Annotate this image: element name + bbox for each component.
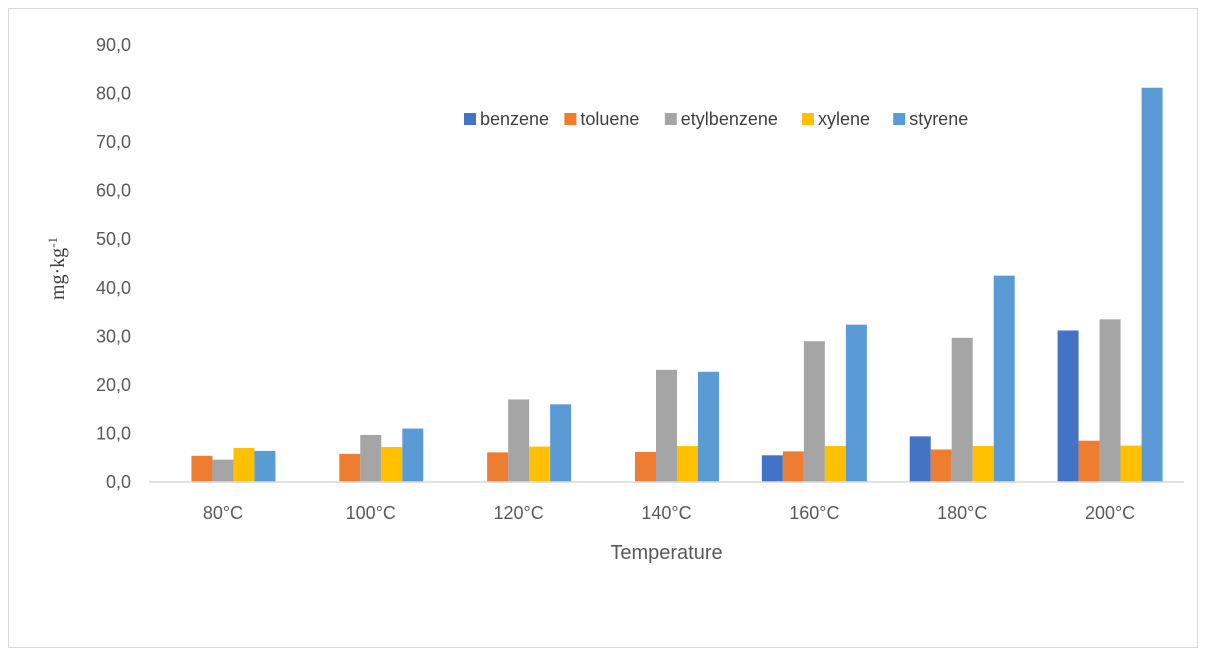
bar-toluene bbox=[635, 451, 656, 482]
bar-styrene bbox=[254, 450, 276, 482]
x-axis-ticks: 80°C 100°C 120°C 140°C 160°C 180°C 200°C bbox=[203, 503, 1135, 523]
legend-swatch-etylbenzene bbox=[664, 113, 677, 125]
y-tick-label: 50,0 bbox=[96, 229, 131, 249]
bar-xylene bbox=[1120, 445, 1142, 482]
bar-etylbenzene bbox=[1099, 319, 1121, 482]
y-tick-label: 40,0 bbox=[96, 278, 131, 298]
bar-styrene bbox=[402, 428, 424, 482]
y-tick-label: 70,0 bbox=[96, 132, 131, 152]
y-axis-title-base: mg·kg bbox=[47, 248, 69, 300]
bar-etylbenzene bbox=[951, 337, 973, 482]
bar-etylbenzene bbox=[508, 399, 530, 482]
bars bbox=[191, 87, 1163, 483]
y-tick-label: 90,0 bbox=[96, 35, 131, 55]
bar-chart: 0,010,020,030,040,050,060,070,080,090,0 … bbox=[45, 35, 1184, 564]
y-tick-label: 30,0 bbox=[96, 326, 131, 346]
x-tick-label: 200°C bbox=[1085, 503, 1135, 523]
bar-etylbenzene bbox=[212, 459, 234, 482]
x-tick-label: 80°C bbox=[203, 503, 243, 523]
y-axis-title-sup: -1 bbox=[45, 237, 60, 248]
bar-toluene bbox=[191, 455, 213, 482]
bar-xylene bbox=[972, 446, 994, 482]
chart-frame: 0,0 10,0 20,0 30,0 40,0 50,0 60,0 70,0 80,0 90,0 … bbox=[8, 8, 1198, 648]
legend-label-styrene: styrene bbox=[909, 109, 968, 129]
bar-toluene bbox=[782, 451, 804, 482]
bar-benzene bbox=[909, 436, 931, 482]
bar-toluene bbox=[487, 452, 509, 482]
bar-etylbenzene bbox=[656, 369, 677, 482]
y-tick-label: 60,0 bbox=[96, 181, 131, 201]
y-axis-title: mg·kg-1 bbox=[45, 237, 70, 300]
legend-swatch-toluene bbox=[564, 113, 577, 125]
bar-etylbenzene bbox=[803, 341, 825, 482]
bar-toluene bbox=[1078, 440, 1100, 482]
legend-swatch-benzene bbox=[464, 113, 476, 125]
bar-styrene bbox=[1141, 87, 1163, 483]
x-tick-label: 100°C bbox=[346, 503, 396, 523]
bar-styrene bbox=[845, 324, 867, 482]
bar-xylene bbox=[529, 446, 551, 482]
bar-xylene bbox=[824, 446, 846, 482]
legend-label-xylene: xylene bbox=[818, 109, 870, 129]
bar-benzene bbox=[1057, 330, 1079, 482]
y-tick-label: 0,0 bbox=[106, 472, 131, 492]
bar-toluene bbox=[339, 453, 361, 482]
y-tick-label: 80,0 bbox=[96, 84, 131, 104]
bar-benzene bbox=[761, 455, 783, 482]
legend-label-etylbenzene: etylbenzene bbox=[681, 109, 778, 129]
y-axis-ticks: 0,0 10,0 20,0 30,0 40,0 50,0 60,0 70,0 80,0 90,0 bbox=[96, 35, 131, 492]
bar-styrene bbox=[993, 275, 1015, 482]
legend-swatch-styrene bbox=[893, 113, 906, 125]
legend-label-toluene: toluene bbox=[580, 109, 639, 129]
bar-xylene bbox=[233, 448, 255, 482]
x-tick-label: 160°C bbox=[789, 503, 839, 523]
bar-xylene bbox=[677, 446, 698, 482]
bar-styrene bbox=[550, 404, 572, 482]
x-axis-title: Temperature bbox=[610, 542, 722, 564]
legend: benzene toluene etylbenzene xylene styrene bbox=[464, 109, 968, 129]
x-tick-label: 120°C bbox=[494, 503, 544, 523]
legend-swatch-xylene bbox=[802, 113, 814, 125]
y-tick-label: 20,0 bbox=[96, 375, 131, 395]
bar-etylbenzene bbox=[360, 434, 382, 482]
bar-xylene bbox=[381, 447, 403, 482]
x-tick-label: 180°C bbox=[937, 503, 987, 523]
bar-styrene bbox=[698, 371, 719, 482]
y-tick-label: 10,0 bbox=[96, 423, 131, 443]
bar-toluene bbox=[930, 449, 952, 482]
x-tick-label: 140°C bbox=[641, 503, 691, 523]
legend-label-benzene: benzene bbox=[480, 109, 549, 129]
